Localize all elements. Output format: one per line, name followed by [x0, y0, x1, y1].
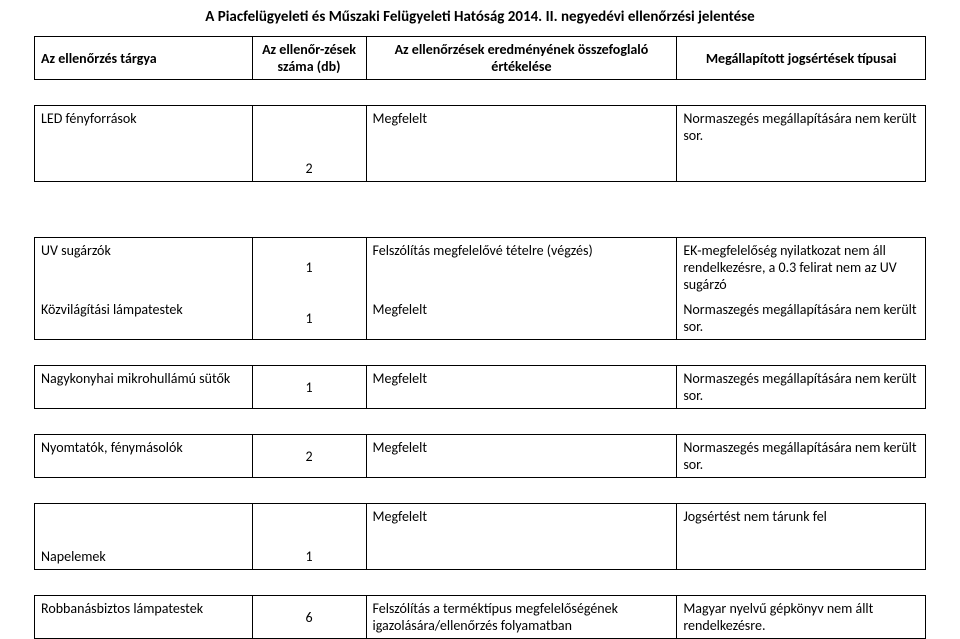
cell-subject: Nyomtatók, fénymásolók	[35, 435, 253, 478]
cell-subject: UV sugárzók	[35, 238, 253, 298]
report-table: Az ellenőrzés tárgya Az ellenőr-zések sz…	[34, 36, 926, 639]
cell-subject: LED fényforrások	[35, 106, 253, 182]
cell-viol: Normaszegés megállapítására nem került s…	[677, 297, 926, 340]
cell-subject: Közvilágítási lámpatestek	[35, 297, 253, 340]
cell-result: Megfelelt	[366, 297, 677, 340]
cell-viol: EK-megfelelőség nyilatkozat nem áll rend…	[677, 238, 926, 298]
col-header-result: Az ellenőrzések eredményének összefoglal…	[366, 37, 677, 80]
cell-result: Megfelelt	[366, 366, 677, 409]
table-row: LED fényforrások 2 Megfelelt Normaszegés…	[35, 106, 926, 182]
page-title: A Piacfelügyeleti és Műszaki Felügyeleti…	[34, 8, 926, 26]
cell-result: Megfelelt	[366, 435, 677, 478]
cell-viol: Normaszegés megállapítására nem került s…	[677, 435, 926, 478]
cell-result: Megfelelt	[366, 106, 677, 182]
cell-viol: Normaszegés megállapítására nem került s…	[677, 366, 926, 409]
cell-subject: Napelemek	[35, 504, 253, 570]
col-header-count: Az ellenőr-zések száma (db)	[252, 37, 366, 80]
cell-result: Felszólítás megfelelővé tételre (végzés)	[366, 238, 677, 298]
table-row: Nagykonyhai mikrohullámú sütők 1 Megfele…	[35, 366, 926, 409]
cell-subject: Robbanásbiztos lámpatestek	[35, 596, 253, 639]
cell-count: 2	[252, 435, 366, 478]
table-row: Közvilágítási lámpatestek 1 Megfelelt No…	[35, 297, 926, 340]
cell-viol: Normaszegés megállapítására nem került s…	[677, 106, 926, 182]
table-row: UV sugárzók 1 Felszólítás megfelelővé té…	[35, 238, 926, 298]
cell-count: 1	[252, 238, 366, 298]
cell-viol: Jogsértést nem tárunk fel	[677, 504, 926, 570]
cell-count: 1	[252, 504, 366, 570]
cell-result: Megfelelt	[366, 504, 677, 570]
cell-count: 1	[252, 366, 366, 409]
table-row: Napelemek 1 Megfelelt Jogsértést nem tár…	[35, 504, 926, 570]
header-row: Az ellenőrzés tárgya Az ellenőr-zések sz…	[35, 37, 926, 80]
cell-result: Felszólítás a terméktípus megfelelőségén…	[366, 596, 677, 639]
cell-viol: Magyar nyelvű gépkönyv nem állt rendelke…	[677, 596, 926, 639]
cell-count: 2	[252, 106, 366, 182]
table-row: Robbanásbiztos lámpatestek 6 Felszólítás…	[35, 596, 926, 639]
col-header-violations: Megállapított jogsértések típusai	[677, 37, 926, 80]
cell-count: 1	[252, 297, 366, 340]
col-header-subject: Az ellenőrzés tárgya	[35, 37, 253, 80]
cell-subject: Nagykonyhai mikrohullámú sütők	[35, 366, 253, 409]
cell-count: 6	[252, 596, 366, 639]
table-row: Nyomtatók, fénymásolók 2 Megfelelt Norma…	[35, 435, 926, 478]
